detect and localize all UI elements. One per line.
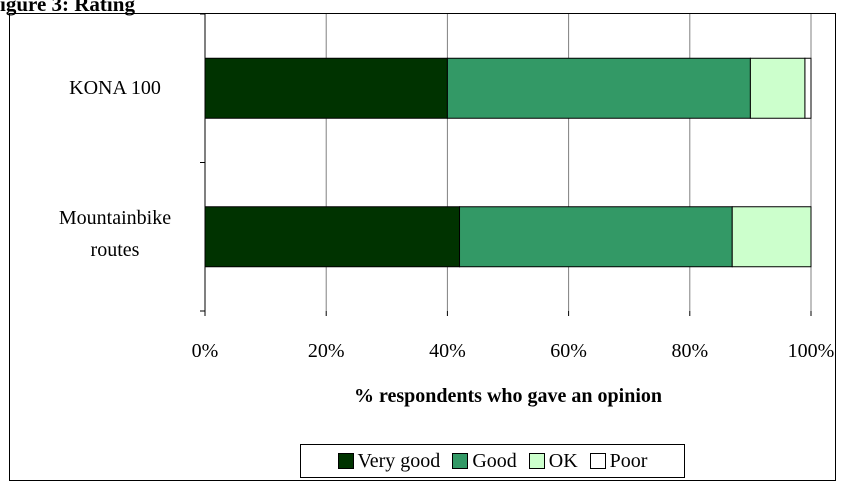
category-label-mountainbike-routes: Mountainbike routes	[30, 202, 200, 266]
legend-item-ok: OK	[528, 449, 578, 473]
bar-segment	[804, 57, 812, 119]
legend-label: Good	[472, 449, 517, 472]
bar-segment	[731, 206, 812, 268]
bar-segment	[204, 206, 461, 268]
category-label-line: Mountainbike	[58, 207, 172, 229]
category-label-line: routes	[90, 239, 140, 261]
x-tick-label: 40%	[429, 340, 466, 362]
bar-segment	[749, 57, 806, 119]
legend-item-poor: Poor	[589, 449, 648, 473]
legend-swatch	[337, 453, 354, 469]
x-tick-label: 60%	[550, 340, 587, 362]
legend-item-very-good: Very good	[337, 449, 441, 473]
bar-segment	[446, 57, 751, 119]
x-tick-label: 80%	[671, 340, 708, 362]
x-axis-title: % respondents who gave an opinion	[354, 385, 662, 407]
legend-item-good: Good	[452, 449, 517, 473]
chart-title: igure 3: Rating	[0, 0, 135, 16]
category-label-line: KONA 100	[69, 77, 161, 99]
bar-segment	[459, 206, 733, 268]
category-label-kona-100: KONA 100	[30, 72, 200, 104]
x-tick-label: 100%	[788, 340, 835, 362]
legend-swatch	[452, 453, 469, 469]
legend-label: Very good	[357, 449, 441, 472]
legend-swatch	[589, 453, 606, 469]
x-tick-label: 20%	[308, 340, 345, 362]
legend-label: Poor	[609, 449, 648, 472]
legend-swatch	[528, 453, 545, 469]
bar-segment	[204, 57, 448, 119]
legend-label: OK	[548, 449, 578, 472]
x-tick-label: 0%	[192, 340, 219, 362]
legend: Very good Good OK Poor	[300, 444, 685, 478]
